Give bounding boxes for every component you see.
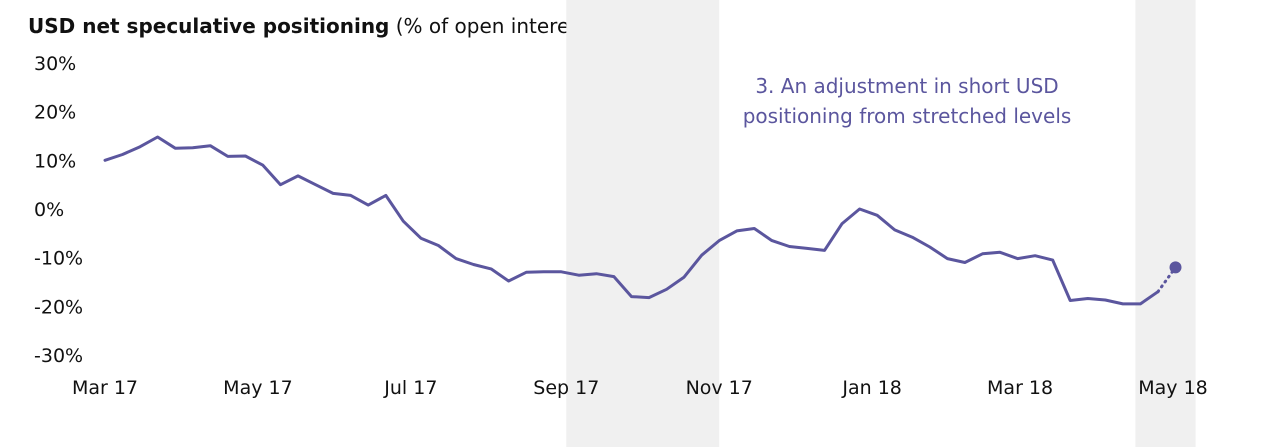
x-tick-label: Mar 18: [987, 377, 1053, 399]
x-tick-label: Jul 17: [383, 377, 437, 399]
x-axis-ticks: Mar 17 May 17 Jul 17 Sep 17 Nov 17 Jan 18 Mar …: [72, 377, 1208, 399]
series-group: [103, 135, 1182, 306]
annotation: 3. An adjustment in short USD positioning…: [743, 74, 1072, 128]
x-tick-label: Nov 17: [686, 377, 753, 399]
y-tick-label: -30%: [34, 345, 83, 367]
y-tick-label: 20%: [34, 102, 76, 124]
x-tick-label: Jan 18: [841, 377, 902, 399]
x-tick-label: May 18: [1138, 377, 1208, 399]
end-marker-point: [1169, 261, 1182, 274]
y-tick-label: 10%: [34, 150, 76, 172]
series-line: [103, 135, 1160, 306]
chart-title: USD net speculative positioning: [28, 14, 390, 38]
shaded-period-1: [566, 0, 720, 447]
y-tick-label: 30%: [34, 53, 76, 75]
chart-title-block: USD net speculative positioning (% of op…: [28, 14, 595, 38]
annotation-line-1: 3. An adjustment in short USD: [755, 74, 1058, 98]
x-tick-label: Mar 17: [72, 377, 138, 399]
y-tick-label: -20%: [34, 296, 83, 318]
chart-subtitle: (% of open interest): [395, 14, 596, 38]
shaded-period-2: [1135, 0, 1196, 447]
y-tick-label: -10%: [34, 248, 83, 270]
x-tick-label: May 17: [223, 377, 293, 399]
x-tick-label: Sep 17: [533, 377, 599, 399]
y-axis-ticks: 30% 20% 10% 0% -10% -20% -30%: [34, 53, 83, 367]
annotation-line-2: positioning from stretched levels: [743, 104, 1072, 128]
shaded-periods: [566, 0, 1196, 447]
y-tick-label: 0%: [34, 199, 64, 221]
